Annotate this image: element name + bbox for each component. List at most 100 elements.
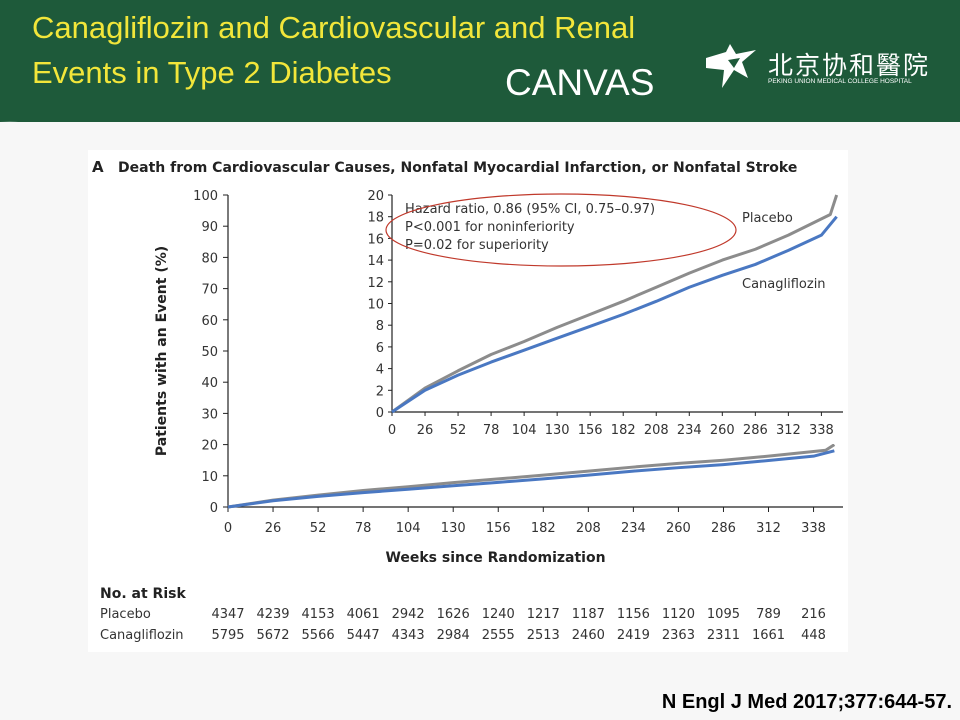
inset-x-tick-label: 338	[809, 423, 834, 438]
inset-axes: 0 2 4 6 8 10 12 14 16 18 20 0 26 52 78 104 130 156 182 208 2…	[356, 187, 847, 444]
risk-value-canagliflozin: 2460	[572, 628, 605, 643]
risk-value-placebo: 4347	[211, 607, 244, 622]
logo-text-cn: 北京协和醫院	[768, 51, 931, 80]
risk-table-title: No. at Risk	[100, 586, 186, 602]
risk-value-placebo: 1120	[662, 607, 695, 622]
risk-value-canagliflozin: 4343	[392, 628, 425, 643]
risk-row-label-canagliflozin: Canagliflozin	[100, 628, 184, 643]
main-y-tick-label: 50	[201, 345, 218, 360]
km-chart: A Death from Cardiovascular Causes, Nonf…	[92, 158, 847, 643]
risk-value-canagliflozin: 448	[801, 628, 826, 643]
inset-x-tick-label: 312	[776, 423, 801, 438]
hospital-logo: 北京协和醫院 PEKING UNION MEDICAL COLLEGE HOSP…	[700, 38, 940, 108]
inset-label-placebo: Placebo	[742, 211, 793, 226]
risk-value-placebo: 1156	[617, 607, 650, 622]
main-x-tick-label: 52	[310, 521, 327, 536]
inset-y-tick-label: 2	[376, 384, 384, 399]
inset-y-tick-label: 6	[376, 341, 384, 356]
risk-value-canagliflozin: 2984	[437, 628, 470, 643]
risk-value-placebo: 1240	[482, 607, 515, 622]
risk-value-placebo: 1217	[527, 607, 560, 622]
risk-row-label-placebo: Placebo	[100, 607, 151, 622]
citation: N Engl J Med 2017;377:644-57.	[661, 691, 952, 713]
main-x-tick-label: 26	[265, 521, 282, 536]
chart-title: Death from Cardiovascular Causes, Nonfat…	[118, 160, 797, 176]
main-y-tick-label: 100	[193, 189, 218, 204]
panel-label: A	[92, 158, 104, 176]
slide-title-line-1: Canagliflozin and Cardiovascular and Ren…	[32, 10, 636, 45]
x-axis-label: Weeks since Randomization	[385, 550, 605, 566]
risk-value-canagliflozin: 5566	[302, 628, 335, 643]
risk-value-placebo: 1187	[572, 607, 605, 622]
inset-x-tick-label: 78	[483, 423, 500, 438]
inset-line-placebo	[391, 194, 839, 414]
main-y-tick-label: 90	[201, 220, 218, 235]
inset-x-tick-label: 0	[388, 423, 396, 438]
main-line-canagliflozin	[227, 449, 835, 509]
inset-background	[356, 187, 847, 444]
main-x-tick-label: 156	[486, 521, 511, 536]
inset-line-canagliflozin	[391, 215, 838, 414]
main-y-tick-label: 0	[210, 501, 218, 516]
inset-y-tick-label: 12	[367, 276, 384, 291]
annotation-hazard-ratio: Hazard ratio, 0.86 (95% CI, 0.75–0.97)	[405, 202, 655, 217]
main-y-tick-label: 60	[201, 314, 218, 329]
inset-y-tick-label: 10	[367, 298, 384, 313]
inset-x-tick-label: 104	[512, 423, 537, 438]
inset-x-tick-label: 130	[545, 423, 570, 438]
trial-name: CANVAS	[505, 62, 655, 103]
slide-title-line-2: Events in Type 2 Diabetes	[32, 55, 392, 90]
main-y-tick-label: 80	[201, 251, 218, 266]
main-x-tick-label: 78	[355, 521, 372, 536]
km-figure: A Death from Cardiovascular Causes, Nonf…	[88, 150, 848, 652]
inset-x-tick-label: 286	[743, 423, 768, 438]
main-x-tick-label: 312	[756, 521, 781, 536]
risk-value-canagliflozin: 1661	[752, 628, 785, 643]
main-series-group	[227, 443, 836, 509]
slide-header: Canagliflozin and Cardiovascular and Ren…	[0, 0, 960, 122]
inset-y-tick-label: 14	[367, 254, 384, 269]
main-y-tick-label: 40	[201, 376, 218, 391]
inset-x-tick-label: 156	[578, 423, 603, 438]
inset-x-tick-label: 208	[644, 423, 669, 438]
inset-x-tick-label: 234	[677, 423, 702, 438]
main-y-tick-label: 20	[201, 439, 218, 454]
inset-x-tick-label: 260	[710, 423, 735, 438]
hospital-emblem-icon	[706, 44, 756, 88]
risk-value-canagliflozin: 2311	[707, 628, 740, 643]
risk-value-placebo: 4239	[256, 607, 289, 622]
main-y-tick-label: 30	[201, 407, 218, 422]
risk-value-placebo: 4061	[347, 607, 380, 622]
risk-value-placebo: 4153	[302, 607, 335, 622]
main-x-tick-label: 260	[666, 521, 691, 536]
main-x-tick-label: 182	[531, 521, 556, 536]
inset-x-tick-label: 26	[417, 423, 434, 438]
main-x-tick-label: 208	[576, 521, 601, 536]
risk-value-canagliflozin: 2555	[482, 628, 515, 643]
risk-value-canagliflozin: 5672	[256, 628, 289, 643]
main-x-tick-label: 0	[224, 521, 232, 536]
inset-series-group	[391, 194, 839, 414]
main-x-tick-label: 338	[801, 521, 826, 536]
annotation-highlight-ellipse	[385, 193, 737, 267]
y-axis-label: Patients with an Event (%)	[154, 246, 170, 456]
risk-value-placebo: 1626	[437, 607, 470, 622]
annotation-noninferiority: P<0.001 for noninferiority	[405, 220, 575, 235]
main-x-tick-label: 286	[711, 521, 736, 536]
risk-value-canagliflozin: 5447	[347, 628, 380, 643]
inset-y-tick-label: 18	[367, 211, 384, 226]
inset-y-tick-label: 20	[367, 189, 384, 204]
inset-label-canagliflozin: Canagliflozin	[742, 277, 826, 292]
inset-y-tick-label: 0	[376, 406, 384, 421]
inset-y-tick-label: 16	[367, 232, 384, 247]
main-x-tick-label: 234	[621, 521, 646, 536]
risk-value-canagliflozin: 2513	[527, 628, 560, 643]
inset-x-tick-label: 182	[611, 423, 636, 438]
risk-value-placebo: 1095	[707, 607, 740, 622]
main-y-tick-label: 70	[201, 283, 218, 298]
main-x-tick-label: 104	[396, 521, 421, 536]
main-line-placebo	[227, 443, 836, 509]
main-x-tick-label: 130	[441, 521, 466, 536]
risk-value-canagliflozin: 2419	[617, 628, 650, 643]
